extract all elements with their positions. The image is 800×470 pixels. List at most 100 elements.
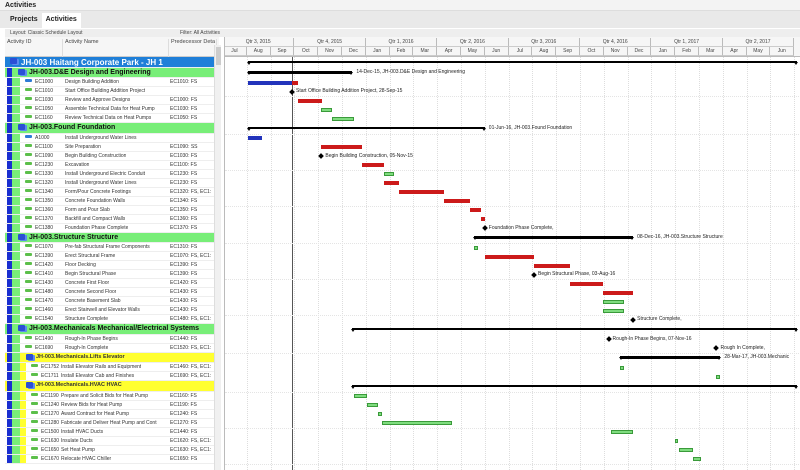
activity-bar[interactable] [353,394,367,398]
table-row[interactable]: EC1370 Backfill and Compact Walls EC1360: … [5,214,215,224]
table-row[interactable]: EC1480 Concrete Second Floor EC1430: FS [5,288,215,297]
activity-bar[interactable] [610,430,634,434]
table-row[interactable]: EC1460 Erect Stairwell and Elevator Walls… [5,306,215,315]
table-row[interactable]: EC1340 Form/Pour Concrete Footings EC1320:… [5,187,215,197]
activity-bar[interactable] [331,116,354,121]
table-row[interactable]: EC1380 Foundation Phase Complete EC1370: F… [5,223,215,233]
milestone-diamond[interactable] [481,225,488,231]
activity-bar[interactable] [480,217,485,221]
table-row[interactable]: EC1690 Rough-In Complete EC1520: FS, EC1: [5,343,215,353]
wbs2-band [20,391,26,400]
activity-bar[interactable] [679,448,694,452]
table-row[interactable]: EC1270 Award Contract for Heat Pump EC1240… [5,409,215,419]
table-row[interactable]: EC1410 Begin Structural Phase EC1390: FS [5,270,215,279]
activity-bar[interactable] [321,145,362,149]
table-row[interactable]: A1000 Install Underground Water Lines [5,133,215,143]
table-row[interactable]: EC1360 Form and Pour Slab EC1350: FS [5,205,215,215]
table-row[interactable]: EC1070 Pre-fab Structural Frame Component… [5,243,215,252]
activity-bar[interactable] [603,290,634,295]
activity-bar[interactable] [384,172,395,176]
activity-bar[interactable] [675,439,679,443]
scrollbar-thumb[interactable] [216,47,221,65]
table-row[interactable]: EC1500 Install HVAC Ducts EC1440: FS [5,427,215,437]
wbs-row[interactable]: JH-003.Mechanicals.HVAC HVAC [5,381,215,392]
wbs-row[interactable]: JH-003 Haitang Corporate Park - JH 1 [5,57,215,68]
table-row[interactable]: EC1670 Relocate HVAC Chiller EC1650: FS [5,454,215,464]
table-row[interactable]: EC1240 Review Bids for Heat Pump EC1190: F… [5,400,215,410]
milestone-diamond[interactable] [318,153,325,159]
activity-bar[interactable] [443,199,470,203]
activity-bar[interactable] [377,412,383,416]
activity-bar[interactable] [484,254,534,259]
activity-bar[interactable] [619,365,624,370]
milestone-diamond[interactable] [605,336,612,342]
table-row[interactable]: EC1160 Review Technical Data on Heat Pump… [5,114,215,123]
activity-bar[interactable] [603,299,625,304]
project-band [7,96,12,104]
tab-projects[interactable]: Projects [10,16,38,23]
milestone-diamond[interactable] [713,345,720,351]
activity-icon [25,152,32,156]
activity-bar[interactable] [321,107,332,112]
activity-bar[interactable] [716,374,721,379]
activity-bar[interactable] [361,163,385,167]
activity-bar[interactable] [469,208,481,212]
table-row[interactable]: EC1420 Floor Decking EC1390: FS [5,261,215,270]
table-row[interactable]: EC1190 Prepare and Solicit Bids for Heat … [5,391,215,401]
wbs-row[interactable]: JH-003.Mechanicals.Lifts Elevator [5,352,215,363]
table-row[interactable]: EC1350 Concrete Foundation Walls EC1340: F… [5,196,215,206]
wbs-row[interactable]: JH-003.D&E Design and Engineering [5,67,215,78]
table-row[interactable]: EC1540 Structure Complete EC1480: FS, EC1: [5,315,215,324]
table-row[interactable]: EC1320 Install Underground Water Lines EC1… [5,178,215,188]
table-row[interactable]: EC1280 Fabricate and Deliver Heat Pump an… [5,418,215,428]
activity-icon [25,280,32,283]
activity-bar[interactable] [569,281,603,286]
activity-bar[interactable] [533,263,570,268]
table-row[interactable]: EC1030 Review and Approve Designs EC1000: … [5,96,215,105]
wbs-row[interactable]: JH-003.Structure Structure [5,232,215,243]
table-row[interactable]: EC1470 Concrete Basement Slab EC1430: FS [5,297,215,306]
tab-activities[interactable]: Activities [41,13,81,28]
activity-bar[interactable] [248,136,262,140]
summary-bar [351,384,799,389]
milestone-diamond[interactable] [531,271,537,278]
activity-bar[interactable] [384,181,400,185]
activity-bar[interactable] [603,308,625,313]
activity-bar[interactable] [366,403,378,407]
activity-bar[interactable] [473,245,479,250]
activity-bar[interactable] [298,98,323,103]
table-row[interactable]: EC1230 Excavation EC1100: FS [5,160,215,170]
wbs-row[interactable]: JH-003.Found Foundation [5,123,215,134]
activity-bar[interactable] [292,80,299,85]
layout-dropdown[interactable]: Layout: Classic Schedule Layout [10,30,83,36]
activity-id: EC1190 [41,392,59,399]
month-gridline [770,57,772,470]
activity-bar[interactable] [248,80,292,85]
activity-bar[interactable] [382,421,453,425]
wbs-row[interactable]: JH-003.Mechanicals Mechanical/Electrical… [5,324,215,335]
table-row[interactable]: EC1050 Assemble Technical Data for Heat P… [5,105,215,114]
table-row[interactable]: EC1650 Set Heat Pump EC1630: FS, EC1: [5,445,215,455]
table-row[interactable]: EC1000 Design Building Addition EC1010: FS [5,78,215,87]
table-row[interactable]: EC1630 Insulate Ducts EC1620: FS, EC1: [5,436,215,446]
table-row[interactable]: EC1100 Site Preparation EC1090: SS [5,142,215,152]
milestone-diamond[interactable] [630,316,636,323]
column-activity-id[interactable]: Activity ID [5,39,63,57]
vertical-scrollbar[interactable] [214,45,221,470]
column-predecessor[interactable]: Predecessor Deta [169,39,217,57]
table-row[interactable]: EC1390 Erect Structural Frame EC1070: FS, … [5,252,215,261]
project-band [7,297,12,305]
table-row[interactable]: EC1090 Begin Building Construction EC1030:… [5,151,215,161]
project-band [7,151,12,160]
activity-bar[interactable] [693,457,702,461]
table-row[interactable]: EC1330 Install Underground Electric Condu… [5,169,215,179]
activity-bar[interactable] [399,190,444,194]
table-row[interactable]: EC1010 Start Office Building Addition Pro… [5,87,215,96]
table-row[interactable]: EC1490 Rough-In Phase Begins EC1440: FS [5,334,215,344]
table-row[interactable]: EC1752 Install Elevator Rails and Equipme… [5,363,215,372]
table-row[interactable]: EC1711 Install Elevator Cab and Finishes E… [5,372,215,381]
wbs2-band [20,400,26,409]
table-row[interactable]: EC1430 Concrete First Floor EC1420: FS [5,279,215,288]
filter-label[interactable]: Filter: All Activities [180,30,221,36]
column-activity-name[interactable]: Activity Name [63,39,169,57]
